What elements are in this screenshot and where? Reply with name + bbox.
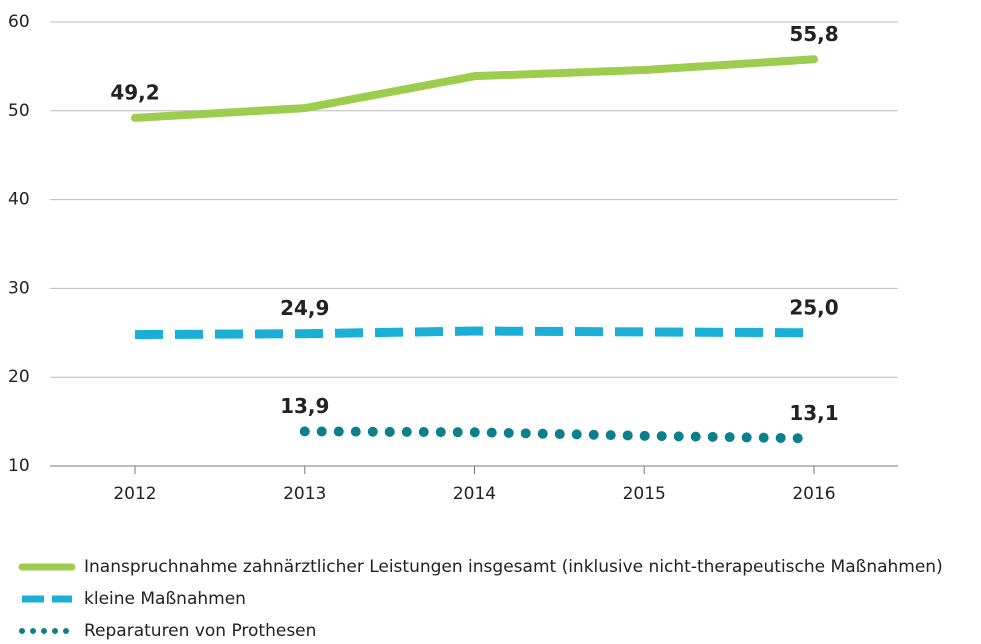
data-label: 24,9 (280, 296, 329, 320)
data-label: 13,1 (789, 401, 838, 425)
x-tick-label: 2012 (113, 484, 156, 504)
legend-label: kleine Maßnahmen (84, 589, 246, 609)
data-label: 55,8 (789, 22, 838, 46)
x-tick-label: 2016 (792, 484, 835, 504)
x-tick-label: 2015 (623, 484, 666, 504)
data-label: 13,9 (280, 394, 329, 418)
y-tick-label: 50 (8, 101, 30, 121)
y-tick-label: 10 (8, 456, 30, 476)
series-line (131, 55, 818, 122)
data-label: 25,0 (789, 295, 838, 319)
y-tick-label: 60 (8, 12, 30, 32)
y-tick-label: 40 (8, 190, 30, 210)
x-tick-label: 2014 (453, 484, 496, 504)
y-tick-label: 30 (8, 278, 30, 298)
legend-label: Reparaturen von Prothesen (84, 621, 316, 641)
y-tick-label: 20 (8, 367, 30, 387)
legend-label: Inanspruchnahme zahnärztlicher Leistunge… (84, 557, 943, 577)
series-line (134, 326, 815, 340)
series-line (299, 426, 819, 444)
data-label: 49,2 (110, 80, 159, 104)
x-tick-label: 2013 (283, 484, 326, 504)
